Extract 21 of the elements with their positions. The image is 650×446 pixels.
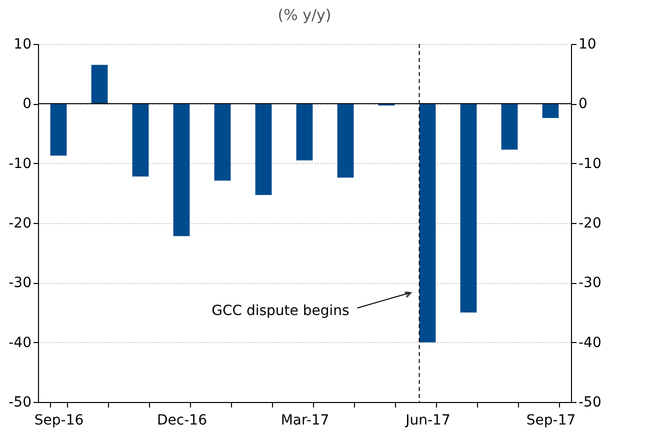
y2-tick-label: -20 — [578, 216, 602, 232]
y2-tick-label: 10 — [578, 36, 596, 52]
y-tick-label: 10 — [14, 36, 32, 52]
y-tick-label: -10 — [8, 156, 32, 172]
y-tick-label: 0 — [22, 96, 32, 112]
x-tick-label: Mar-17 — [280, 412, 330, 428]
y2-tick-label: -10 — [578, 156, 602, 172]
y-tick-label: -20 — [8, 216, 32, 232]
y2-tick-label: -50 — [578, 394, 602, 410]
y-tick-label: -40 — [8, 334, 32, 351]
x-tick-label: Jun-17 — [404, 412, 450, 428]
y2-tick-label: -30 — [578, 275, 602, 292]
chart-subtitle: (% y/y) — [278, 6, 332, 24]
x-tick-label: Sep-17 — [526, 412, 576, 428]
annotation: GCC dispute begins — [212, 303, 350, 319]
y2-tick-label: 0 — [578, 96, 588, 112]
y2-tick-label: -40 — [578, 334, 602, 351]
y-tick-label: -50 — [8, 394, 32, 410]
y-tick-label: -30 — [8, 275, 32, 292]
x-tick-label: Dec-16 — [157, 412, 208, 428]
x-tick-label: Sep-16 — [34, 412, 84, 428]
